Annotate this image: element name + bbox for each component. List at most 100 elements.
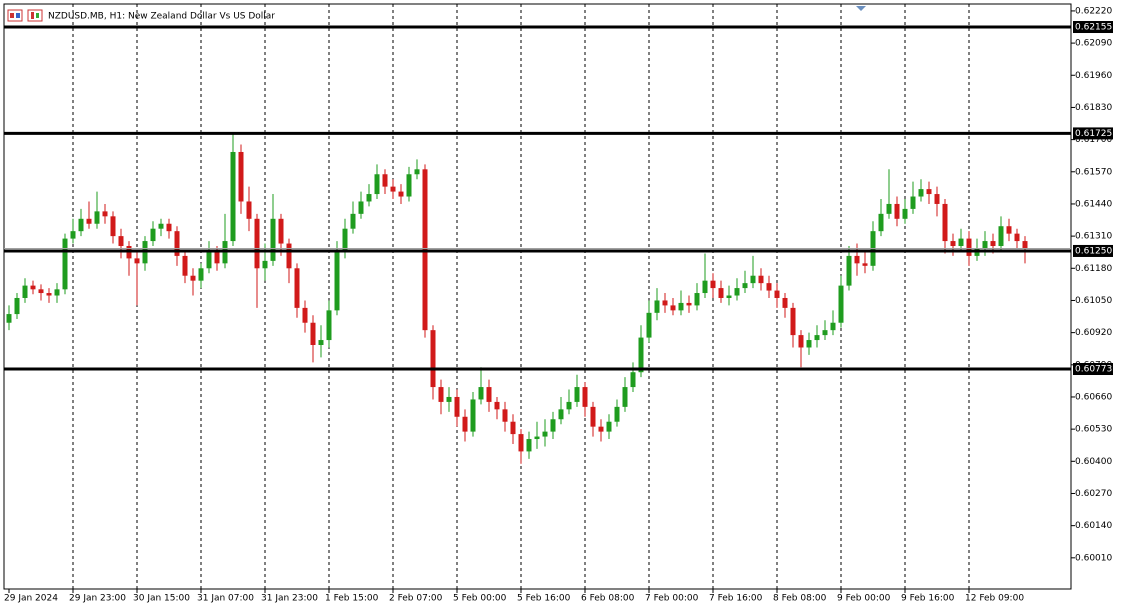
candle-body bbox=[334, 250, 340, 311]
candle-body bbox=[230, 151, 236, 242]
candle-body bbox=[326, 310, 332, 341]
chart-title: NZDUSD.MB, H1: New Zealand Dollar Vs US … bbox=[48, 12, 275, 22]
level-label: 0.62155 bbox=[1075, 23, 1112, 33]
x-tick-label: 30 Jan 15:00 bbox=[133, 594, 190, 604]
candle-body bbox=[958, 238, 964, 247]
y-tick-label: 0.60660 bbox=[1075, 392, 1112, 402]
candle-body bbox=[1022, 241, 1028, 249]
candle-body bbox=[382, 174, 388, 187]
y-tick-label: 0.60140 bbox=[1075, 521, 1112, 531]
candle-body bbox=[478, 387, 484, 400]
candle-body bbox=[542, 431, 548, 437]
candle-body bbox=[758, 275, 764, 284]
candle-body bbox=[910, 196, 916, 209]
candle-body bbox=[462, 416, 468, 432]
candle-body bbox=[174, 231, 180, 256]
candle-body bbox=[358, 201, 364, 214]
x-tick-label: 31 Jan 23:00 bbox=[261, 594, 318, 604]
level-label-box bbox=[1073, 244, 1113, 257]
candle-body bbox=[846, 255, 852, 286]
candle-body bbox=[526, 439, 532, 452]
candle-body bbox=[286, 243, 292, 269]
candle-body bbox=[318, 340, 324, 346]
x-tick-label: 31 Jan 07:00 bbox=[197, 594, 254, 604]
candle-body bbox=[70, 231, 76, 239]
candle-body bbox=[638, 337, 644, 373]
candle-body bbox=[734, 288, 740, 296]
icon bbox=[16, 13, 20, 18]
candle-body bbox=[718, 288, 724, 298]
candle-body bbox=[558, 409, 564, 420]
candle-body bbox=[830, 322, 836, 331]
y-tick-label: 0.60270 bbox=[1075, 489, 1112, 499]
candle-body bbox=[918, 189, 924, 197]
level-label-box bbox=[1073, 21, 1113, 34]
candle-body bbox=[86, 218, 92, 224]
candle-body bbox=[406, 174, 412, 197]
candle-body bbox=[966, 238, 972, 256]
candle-body bbox=[838, 285, 844, 323]
candle-body bbox=[398, 191, 404, 197]
x-tick-label: 2 Feb 07:00 bbox=[389, 594, 443, 604]
y-tick-label: 0.61310 bbox=[1075, 232, 1112, 242]
candle-body bbox=[134, 258, 140, 264]
candle-body bbox=[614, 406, 620, 422]
icon bbox=[36, 13, 39, 18]
candle-body bbox=[574, 387, 580, 402]
candle-body bbox=[22, 285, 28, 298]
x-tick-label: 5 Feb 16:00 bbox=[517, 594, 571, 604]
candle-body bbox=[494, 401, 500, 410]
candle-body bbox=[742, 283, 748, 289]
x-tick-label: 9 Feb 16:00 bbox=[901, 594, 955, 604]
y-tick-label: 0.60920 bbox=[1075, 328, 1112, 338]
candle-body bbox=[6, 314, 12, 323]
candle-body bbox=[246, 201, 252, 219]
title-icons bbox=[7, 9, 43, 22]
candle-body bbox=[990, 241, 996, 247]
candle-body bbox=[54, 289, 60, 296]
icon bbox=[10, 13, 14, 18]
icon bbox=[31, 12, 34, 19]
candle-body bbox=[814, 335, 820, 341]
candle-body bbox=[606, 421, 612, 432]
candle-body bbox=[806, 340, 812, 348]
candle-body bbox=[486, 387, 492, 402]
candle-body bbox=[926, 189, 932, 195]
candle-body bbox=[158, 223, 164, 229]
y-tick-label: 0.61960 bbox=[1075, 71, 1112, 81]
candle-body bbox=[78, 218, 84, 232]
candle-body bbox=[790, 307, 796, 336]
candle-body bbox=[878, 213, 884, 232]
candle-body bbox=[182, 255, 188, 276]
y-tick-label: 0.61700 bbox=[1075, 135, 1112, 145]
candle-body bbox=[702, 280, 708, 294]
y-tick-label: 0.61050 bbox=[1075, 296, 1112, 306]
candle-body bbox=[262, 260, 268, 269]
candle-body bbox=[94, 211, 100, 224]
candle-body bbox=[550, 419, 556, 432]
candle-body bbox=[630, 372, 636, 388]
candle-body bbox=[430, 330, 436, 388]
candle-body bbox=[390, 186, 396, 192]
candle-body bbox=[766, 283, 772, 291]
x-tick-label: 9 Feb 00:00 bbox=[837, 594, 891, 604]
x-tick-label: 8 Feb 08:00 bbox=[773, 594, 827, 604]
level-label-box bbox=[1073, 363, 1113, 376]
y-tick-label: 0.61570 bbox=[1075, 167, 1112, 177]
y-tick-label: 0.61830 bbox=[1075, 103, 1112, 113]
plot-frame bbox=[3, 3, 1072, 590]
x-tick-label: 12 Feb 09:00 bbox=[965, 594, 1024, 604]
candle-body bbox=[886, 203, 892, 214]
shift-marker bbox=[856, 6, 866, 11]
candle-body bbox=[686, 302, 692, 306]
candle-body bbox=[294, 268, 300, 308]
y-tick-label: 0.61180 bbox=[1075, 264, 1112, 274]
level-label: 0.60773 bbox=[1075, 365, 1112, 375]
x-tick-label: 29 Jan 23:00 bbox=[69, 594, 126, 604]
x-tick-label: 7 Feb 16:00 bbox=[709, 594, 763, 604]
candle-body bbox=[342, 228, 348, 251]
candle-body bbox=[750, 275, 756, 284]
candle-body bbox=[118, 236, 124, 247]
candle-body bbox=[622, 387, 628, 407]
x-tick-label: 7 Feb 00:00 bbox=[645, 594, 699, 604]
